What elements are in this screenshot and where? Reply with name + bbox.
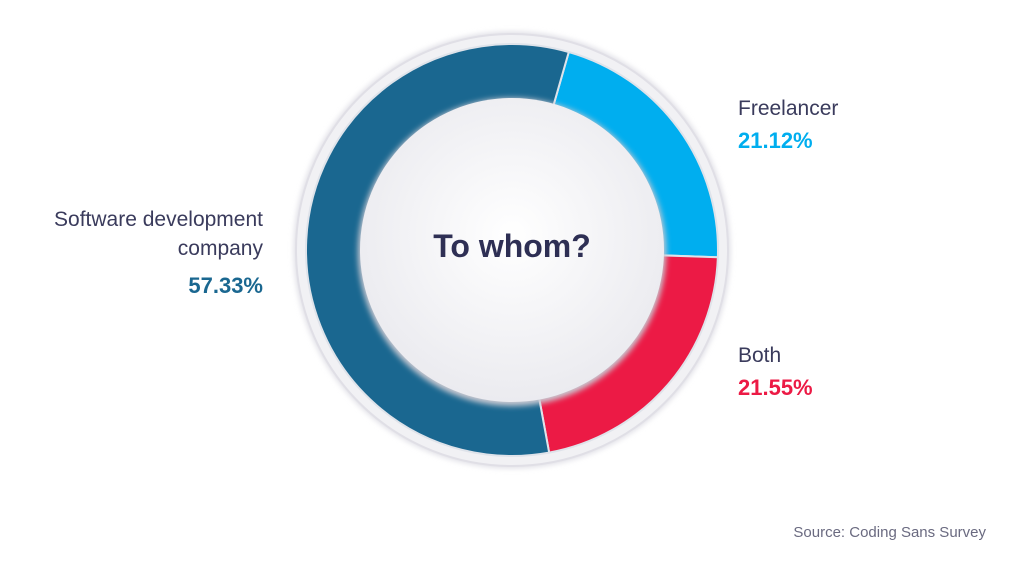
chart-title: To whom? <box>433 228 591 264</box>
label-software-value: 57.33% <box>188 273 263 298</box>
source-note: Source: Coding Sans Survey <box>793 524 986 541</box>
label-freelancer-name: Freelancer <box>738 97 839 120</box>
label-freelancer-value: 21.12% <box>738 128 813 153</box>
center-disc <box>360 98 664 402</box>
label-software-name: Software development company <box>54 208 263 260</box>
label-both-name: Both <box>738 344 782 367</box>
label-both-value: 21.55% <box>738 375 813 400</box>
